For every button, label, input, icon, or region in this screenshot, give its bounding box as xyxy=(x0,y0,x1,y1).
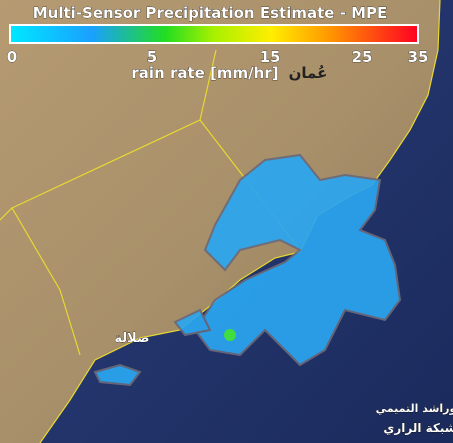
precip-core xyxy=(224,329,236,341)
colorbar-tick-label: 5 xyxy=(147,48,157,66)
place-label: صلالة xyxy=(114,331,149,346)
place-label: عُمان xyxy=(289,64,328,82)
precipitation xyxy=(93,153,402,387)
colorbar-label: rain rate [mm/hr] xyxy=(131,64,278,82)
colorbar xyxy=(9,24,419,44)
watermark: ابوراشد التميمي xyxy=(376,402,453,415)
sea xyxy=(40,0,453,443)
colorbar-tick-label: 0 xyxy=(7,48,17,66)
colorbar-tick-label: 35 xyxy=(408,48,429,66)
colorbar-tick-label: 15 xyxy=(260,48,281,66)
colorbar-tick-label: 25 xyxy=(352,48,373,66)
title: Multi-Sensor Precipitation Estimate - MP… xyxy=(33,4,388,22)
watermark: شبكة الراري xyxy=(383,421,453,435)
